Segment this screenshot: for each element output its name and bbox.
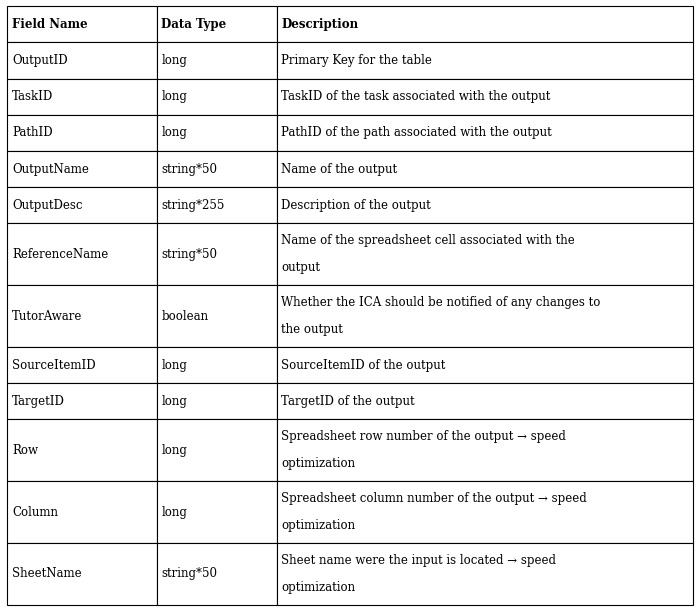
Bar [276,223,693,285]
Text: TutorAware: TutorAware [12,310,83,323]
Bar [276,285,693,347]
Text: string*50: string*50 [162,247,218,261]
Bar [7,543,157,605]
Bar [157,347,276,383]
Text: Name of the output: Name of the output [281,163,398,175]
Text: OutputID: OutputID [12,54,67,67]
Bar [157,543,276,605]
Bar [7,42,157,78]
Text: SourceItemID: SourceItemID [12,359,95,371]
Text: optimization: optimization [281,519,356,532]
Bar [276,151,693,187]
Text: output: output [281,262,321,274]
Text: optimization: optimization [281,581,356,594]
Bar [276,78,693,115]
Text: string*50: string*50 [162,568,218,580]
Bar [7,383,157,419]
Bar [7,115,157,151]
Text: Column: Column [12,506,58,519]
Bar [157,42,276,78]
Text: long: long [162,90,188,103]
Text: boolean: boolean [162,310,209,323]
Text: string*50: string*50 [162,163,218,175]
Text: long: long [162,506,188,519]
Bar [7,347,157,383]
Text: Description of the output: Description of the output [281,199,431,211]
Bar [276,481,693,543]
Text: TargetID: TargetID [12,395,65,408]
Text: TaskID of the task associated with the output: TaskID of the task associated with the o… [281,90,551,103]
Text: SheetName: SheetName [12,568,81,580]
Bar [276,115,693,151]
Text: PathID of the path associated with the output: PathID of the path associated with the o… [281,126,552,139]
Bar [276,543,693,605]
Bar [157,383,276,419]
Text: TaskID: TaskID [12,90,53,103]
Bar [7,151,157,187]
Text: PathID: PathID [12,126,52,139]
Text: Name of the spreadsheet cell associated with the: Name of the spreadsheet cell associated … [281,234,575,247]
Text: Sheet name were the input is located → speed: Sheet name were the input is located → s… [281,554,556,567]
Text: SourceItemID of the output: SourceItemID of the output [281,359,446,371]
Text: long: long [162,359,188,371]
Bar [7,6,157,42]
Text: Data Type: Data Type [162,18,227,31]
Bar [276,42,693,78]
Bar [157,419,276,481]
Bar [276,383,693,419]
Bar [276,6,693,42]
Text: long: long [162,54,188,67]
Bar [7,481,157,543]
Text: Primary Key for the table: Primary Key for the table [281,54,433,67]
Bar [157,115,276,151]
Text: optimization: optimization [281,458,356,470]
Text: ReferenceName: ReferenceName [12,247,108,261]
Text: Whether the ICA should be notified of any changes to: Whether the ICA should be notified of an… [281,296,601,309]
Text: string*255: string*255 [162,199,225,211]
Text: long: long [162,444,188,457]
Text: Row: Row [12,444,38,457]
Bar [157,6,276,42]
Bar [157,151,276,187]
Text: OutputName: OutputName [12,163,89,175]
Bar [7,78,157,115]
Text: Description: Description [281,18,358,31]
Bar [276,347,693,383]
Text: Field Name: Field Name [12,18,88,31]
Bar [276,419,693,481]
Bar [276,187,693,223]
Text: OutputDesc: OutputDesc [12,199,83,211]
Bar [157,285,276,347]
Bar [7,223,157,285]
Bar [157,223,276,285]
Bar [157,481,276,543]
Bar [7,187,157,223]
Text: long: long [162,395,188,408]
Text: Spreadsheet column number of the output → speed: Spreadsheet column number of the output … [281,492,587,505]
Text: the output: the output [281,323,344,336]
Text: TargetID of the output: TargetID of the output [281,395,415,408]
Bar [157,187,276,223]
Bar [7,285,157,347]
Bar [157,78,276,115]
Text: Spreadsheet row number of the output → speed: Spreadsheet row number of the output → s… [281,430,566,443]
Text: long: long [162,126,188,139]
Bar [7,419,157,481]
